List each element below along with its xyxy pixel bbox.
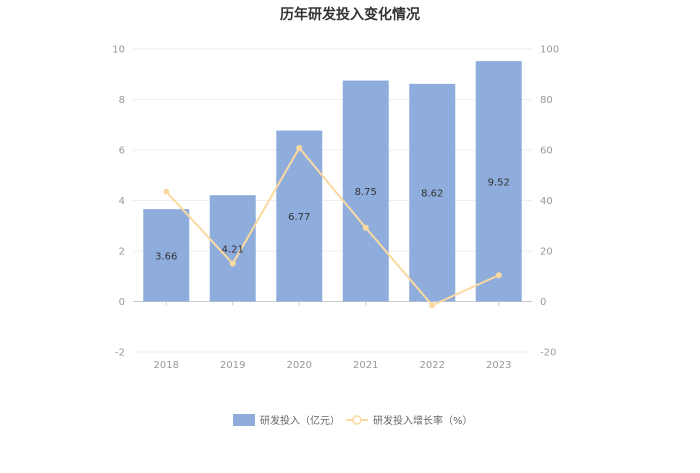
y-right-tick-label: -20 bbox=[540, 348, 556, 359]
bar-data-label: 8.75 bbox=[355, 187, 377, 198]
bar-data-label: 8.62 bbox=[421, 189, 443, 200]
y-left-tick-label: -2 bbox=[115, 348, 125, 359]
chart-title: 历年研发投入变化情况 bbox=[280, 7, 420, 23]
bar bbox=[475, 61, 522, 302]
bar bbox=[143, 209, 190, 302]
legend-label-line: 研发投入增长率（%） bbox=[373, 414, 473, 427]
bar bbox=[409, 83, 456, 302]
legend-label-bar: 研发投入（亿元） bbox=[260, 414, 340, 427]
y-right-tick-label: 0 bbox=[540, 297, 546, 308]
x-tick-label: 2018 bbox=[154, 360, 179, 371]
bar-data-label: 4.21 bbox=[222, 244, 244, 255]
y-left-tick-label: 2 bbox=[119, 247, 125, 258]
y-right-tick-label: 100 bbox=[540, 45, 559, 56]
y-left-tick-label: 10 bbox=[112, 45, 125, 56]
growth-point bbox=[163, 188, 170, 195]
growth-point bbox=[429, 302, 436, 309]
bar-data-label: 6.77 bbox=[288, 212, 310, 223]
y-left-tick-label: 4 bbox=[119, 196, 125, 207]
y-left-tick-label: 8 bbox=[119, 95, 125, 106]
growth-point bbox=[362, 224, 369, 231]
growth-point bbox=[296, 144, 303, 151]
growth-line bbox=[165, 146, 500, 307]
y-left-tick-label: 6 bbox=[119, 146, 125, 157]
bar bbox=[276, 130, 323, 302]
x-tick-label: 2021 bbox=[353, 360, 378, 371]
bar-data-label: 3.66 bbox=[155, 251, 177, 262]
y-left-tick-label: 0 bbox=[119, 297, 125, 308]
growth-point bbox=[495, 272, 502, 279]
growth-point bbox=[229, 260, 236, 267]
x-tick-label: 2023 bbox=[486, 360, 511, 371]
legend-swatch-bar bbox=[233, 414, 255, 426]
x-tick-label: 2019 bbox=[220, 360, 245, 371]
y-right-tick-label: 40 bbox=[540, 196, 553, 207]
y-right-tick-label: 20 bbox=[540, 247, 553, 258]
x-tick-label: 2020 bbox=[287, 360, 312, 371]
legend-marker-line bbox=[352, 415, 362, 425]
x-tick-label: 2022 bbox=[420, 360, 445, 371]
bar bbox=[342, 80, 389, 302]
bar-data-label: 9.52 bbox=[488, 177, 510, 188]
y-right-tick-label: 60 bbox=[540, 146, 553, 157]
y-right-tick-label: 80 bbox=[540, 95, 553, 106]
